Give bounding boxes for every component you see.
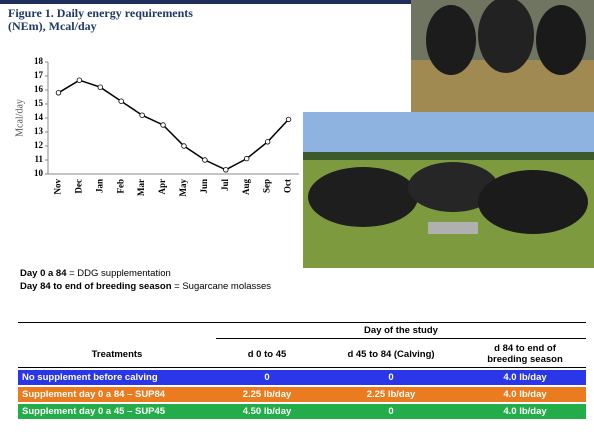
point xyxy=(264,139,271,145)
point xyxy=(181,143,187,149)
x-tick-label: Oct xyxy=(283,179,293,193)
x-tick-label: Apr xyxy=(157,179,167,195)
y-tick-label: 11 xyxy=(34,154,43,164)
photo-cattle-feeding xyxy=(411,0,594,113)
y-tick-label: 17 xyxy=(34,70,44,80)
column-header: d 45 to 84 (Calving) xyxy=(318,341,464,368)
note: Day 0 a 84 = DDG supplementation xyxy=(20,268,171,279)
table-cell: 4.0 lb/day xyxy=(464,370,586,385)
top-bar xyxy=(0,0,594,4)
table-cell: Supplement day 0 a 45 – SUP45 xyxy=(18,404,216,419)
point xyxy=(244,155,250,162)
table-cell: No supplement before calving xyxy=(18,370,216,385)
table-row: No supplement before calving 0 0 4.0 lb/day xyxy=(18,370,586,385)
point xyxy=(97,84,103,90)
chart: 10 11 12 13 14 15 16 17 18 Mcal/day Nov Dec Jan Feb Ma… xyxy=(14,56,299,197)
x-tick-label: May xyxy=(178,179,188,197)
point xyxy=(139,112,145,118)
x-tick-label: Aug xyxy=(241,179,251,196)
table-cell: 2.25 lb/day xyxy=(318,387,464,402)
y-tick-label: 12 xyxy=(34,140,44,150)
note-text: = Sugarcane molasses xyxy=(174,281,272,292)
note-label: Day 84 to end of breeding season xyxy=(20,281,172,292)
point xyxy=(202,157,208,163)
x-tick-label: Mar xyxy=(136,179,146,196)
note-label: Day 0 a 84 xyxy=(20,268,67,279)
table-cell: 4.0 lb/day xyxy=(464,404,586,419)
x-tick-label: Jul xyxy=(220,179,230,192)
note: Day 84 to end of breeding season = Sugar… xyxy=(20,281,271,292)
point xyxy=(160,122,166,128)
x-tick-label: Jan xyxy=(94,179,104,193)
y-tick-label: 13 xyxy=(34,126,44,136)
column-header: Treatments xyxy=(18,341,216,368)
chart-title: Figure 1. Daily energy requirements (NEm… xyxy=(8,6,193,33)
table-cell: 0 xyxy=(318,404,464,419)
table-cell: 4.0 lb/day xyxy=(464,387,586,402)
table-cell: 4.50 lb/day xyxy=(216,404,318,419)
table: Day of the study Treatments d 0 to 45 d … xyxy=(18,320,586,421)
y-tick-label: 14 xyxy=(34,112,44,122)
photo-cattle-field xyxy=(303,112,594,268)
point xyxy=(76,77,83,83)
note-text: = DDG supplementation xyxy=(69,268,171,279)
column-header: d 84 to end of breeding season xyxy=(464,341,586,368)
point xyxy=(55,90,62,96)
x-tick-label: Feb xyxy=(115,179,125,194)
table-row: Supplement day 0 a 45 – SUP45 4.50 lb/day… xyxy=(18,404,586,419)
group-row: Day of the study xyxy=(18,322,586,339)
point xyxy=(223,167,229,173)
y-tick-label: 10 xyxy=(34,168,44,178)
x-tick-label: Jun xyxy=(199,179,209,194)
table-cell: 0 xyxy=(216,370,318,385)
column-header: d 0 to 45 xyxy=(216,341,318,368)
group-header: Day of the study xyxy=(216,322,586,339)
line xyxy=(58,79,290,171)
header-row: Treatments d 0 to 45 d 45 to 84 (Calving… xyxy=(18,341,586,368)
x-tick-label: Dec xyxy=(73,179,83,194)
y-tick-label: 16 xyxy=(34,84,44,94)
y-axis-label: Mcal/day xyxy=(14,99,25,137)
y-tick-label: 15 xyxy=(34,98,44,108)
point xyxy=(118,98,124,104)
table-cell: Supplement day 0 a 84 – SUP84 xyxy=(18,387,216,402)
table-row: Supplement day 0 a 84 – SUP84 2.25 lb/day… xyxy=(18,387,586,402)
table-cell: 2.25 lb/day xyxy=(216,387,318,402)
x-tick-label: Nov xyxy=(53,179,63,195)
table-cell: 0 xyxy=(318,370,464,385)
point xyxy=(285,116,292,123)
x-tick-label: Sep xyxy=(262,179,272,193)
y-tick-label: 18 xyxy=(34,56,44,66)
